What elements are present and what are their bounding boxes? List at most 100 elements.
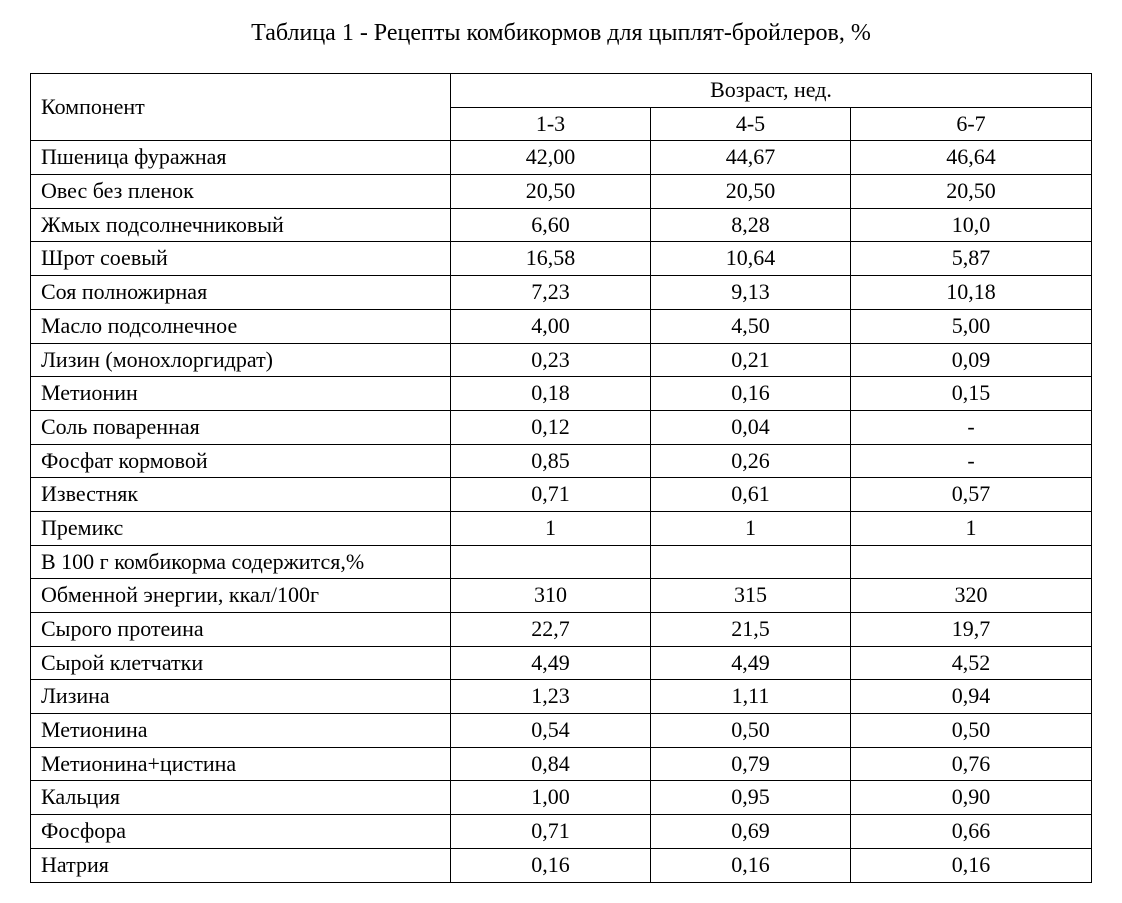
table-row: Фосфора0,710,690,66 [31, 815, 1092, 849]
row-value: 22,7 [451, 613, 651, 647]
row-value: 320 [851, 579, 1092, 613]
header-age-0: 1-3 [451, 107, 651, 141]
table-row: Метионина0,540,500,50 [31, 714, 1092, 748]
row-label: Метионина+цистина [31, 747, 451, 781]
table-head: Компонент Возраст, нед. 1-3 4-5 6-7 [31, 74, 1092, 141]
row-value: 0,66 [851, 815, 1092, 849]
table-row: Сырой клетчатки4,494,494,52 [31, 646, 1092, 680]
row-value: 0,76 [851, 747, 1092, 781]
row-value [851, 545, 1092, 579]
row-value: 0,04 [651, 410, 851, 444]
row-label: Масло подсолнечное [31, 309, 451, 343]
row-value: 0,61 [651, 478, 851, 512]
row-label: Известняк [31, 478, 451, 512]
row-value: 4,52 [851, 646, 1092, 680]
row-value: 0,94 [851, 680, 1092, 714]
row-value: 4,00 [451, 309, 651, 343]
header-age-2: 6-7 [851, 107, 1092, 141]
row-label: Соя полножирная [31, 276, 451, 310]
table-row: Лизин (монохлоргидрат)0,230,210,09 [31, 343, 1092, 377]
row-value: 4,50 [651, 309, 851, 343]
row-label: Натрия [31, 848, 451, 882]
row-value: 310 [451, 579, 651, 613]
row-value: 1 [651, 511, 851, 545]
row-label: Обменной энергии, ккал/100г [31, 579, 451, 613]
table-row: Овес без пленок20,5020,5020,50 [31, 175, 1092, 209]
row-value: 0,54 [451, 714, 651, 748]
table-row: Шрот соевый16,5810,645,87 [31, 242, 1092, 276]
row-value: 16,58 [451, 242, 651, 276]
row-value: 20,50 [651, 175, 851, 209]
row-label: Соль поваренная [31, 410, 451, 444]
row-value: 1 [451, 511, 651, 545]
table-row: Жмых подсолнечниковый6,608,2810,0 [31, 208, 1092, 242]
table-row: Лизина1,231,110,94 [31, 680, 1092, 714]
row-label: Кальция [31, 781, 451, 815]
row-value: 0,85 [451, 444, 651, 478]
row-value: 0,50 [851, 714, 1092, 748]
table-row: Сырого протеина22,721,519,7 [31, 613, 1092, 647]
row-value: 0,16 [651, 377, 851, 411]
row-label: Лизин (монохлоргидрат) [31, 343, 451, 377]
row-value: 44,67 [651, 141, 851, 175]
row-label: Метионина [31, 714, 451, 748]
row-value: 5,00 [851, 309, 1092, 343]
row-value [651, 545, 851, 579]
row-value: 0,69 [651, 815, 851, 849]
table-row: Фосфат кормовой0,850,26- [31, 444, 1092, 478]
row-value: 10,64 [651, 242, 851, 276]
row-value: 20,50 [451, 175, 651, 209]
table-row: В 100 г комбикорма содержится,% [31, 545, 1092, 579]
table-title: Таблица 1 - Рецепты комбикормов для цыпл… [30, 20, 1092, 47]
row-value: 0,18 [451, 377, 651, 411]
header-age-1: 4-5 [651, 107, 851, 141]
row-value: 4,49 [451, 646, 651, 680]
row-value: 0,79 [651, 747, 851, 781]
row-value: 0,90 [851, 781, 1092, 815]
table-body: Пшеница фуражная42,0044,6746,64Овес без … [31, 141, 1092, 882]
row-label: В 100 г комбикорма содержится,% [31, 545, 451, 579]
row-value [451, 545, 651, 579]
row-value: 0,95 [651, 781, 851, 815]
row-value: 0,15 [851, 377, 1092, 411]
row-label: Лизина [31, 680, 451, 714]
row-value: 20,50 [851, 175, 1092, 209]
row-value: 0,16 [651, 848, 851, 882]
row-label: Пшеница фуражная [31, 141, 451, 175]
row-value: 0,23 [451, 343, 651, 377]
table-row: Натрия0,160,160,16 [31, 848, 1092, 882]
table-row: Соя полножирная7,239,1310,18 [31, 276, 1092, 310]
row-label: Овес без пленок [31, 175, 451, 209]
row-label: Шрот соевый [31, 242, 451, 276]
row-value: - [851, 444, 1092, 478]
row-label: Метионин [31, 377, 451, 411]
row-value: 46,64 [851, 141, 1092, 175]
row-label: Премикс [31, 511, 451, 545]
row-value: 0,57 [851, 478, 1092, 512]
row-value: 7,23 [451, 276, 651, 310]
row-value: 0,50 [651, 714, 851, 748]
row-value: 1,23 [451, 680, 651, 714]
table-row: Масло подсолнечное4,004,505,00 [31, 309, 1092, 343]
header-age-group: Возраст, нед. [451, 74, 1092, 108]
row-label: Фосфора [31, 815, 451, 849]
row-value: 0,21 [651, 343, 851, 377]
feed-recipes-table: Компонент Возраст, нед. 1-3 4-5 6-7 Пшен… [30, 73, 1092, 883]
row-value: 1,11 [651, 680, 851, 714]
header-component: Компонент [31, 74, 451, 141]
row-label: Сырой клетчатки [31, 646, 451, 680]
row-value: 10,0 [851, 208, 1092, 242]
table-row: Известняк0,710,610,57 [31, 478, 1092, 512]
row-value: 0,84 [451, 747, 651, 781]
row-value: 0,71 [451, 478, 651, 512]
table-row: Пшеница фуражная42,0044,6746,64 [31, 141, 1092, 175]
row-value: 0,12 [451, 410, 651, 444]
row-value: 19,7 [851, 613, 1092, 647]
row-value: 4,49 [651, 646, 851, 680]
table-row: Премикс111 [31, 511, 1092, 545]
row-value: - [851, 410, 1092, 444]
row-value: 6,60 [451, 208, 651, 242]
table-row: Метионина+цистина0,840,790,76 [31, 747, 1092, 781]
row-label: Жмых подсолнечниковый [31, 208, 451, 242]
row-label: Фосфат кормовой [31, 444, 451, 478]
